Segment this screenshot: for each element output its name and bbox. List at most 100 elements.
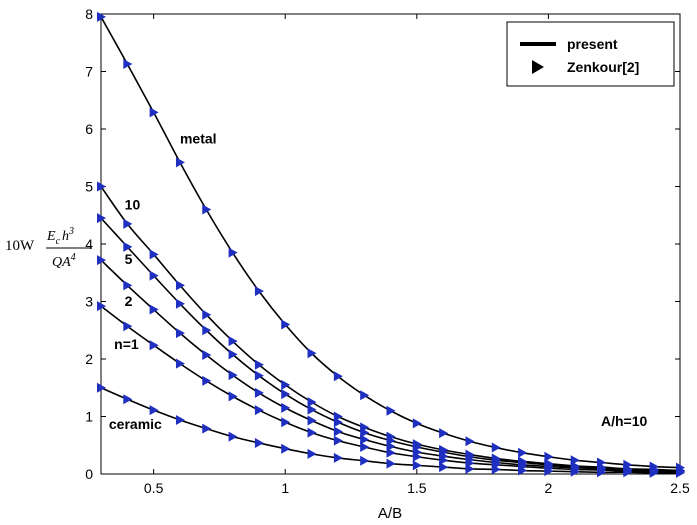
data-point-marker xyxy=(518,447,528,458)
series-markers xyxy=(97,11,685,478)
data-point-marker xyxy=(149,304,159,315)
data-point-marker xyxy=(149,107,159,118)
data-point-marker xyxy=(175,280,185,291)
data-point-marker xyxy=(97,301,106,312)
y-tick-label: 4 xyxy=(85,236,93,252)
data-point-marker xyxy=(254,286,264,297)
svg-text:QA4: QA4 xyxy=(52,252,76,270)
data-point-marker xyxy=(202,309,212,320)
series-label: 2 xyxy=(125,293,133,309)
data-point-marker xyxy=(281,389,291,400)
data-point-marker xyxy=(254,405,264,416)
data-point-marker xyxy=(254,359,264,370)
y-tick-label: 5 xyxy=(85,179,93,195)
y-axis-label: 10W Ec h3 QA4 xyxy=(5,226,92,270)
x-axis-label: A/B xyxy=(378,505,402,522)
data-point-marker xyxy=(439,462,449,473)
y-tick-label: 1 xyxy=(85,409,93,425)
data-point-marker xyxy=(386,458,396,469)
y-tick-label: 3 xyxy=(85,294,93,310)
data-point-marker xyxy=(228,247,238,258)
data-point-marker xyxy=(202,325,212,336)
data-point-marker xyxy=(649,467,659,478)
data-point-marker xyxy=(465,436,475,447)
y-label-prefix: 10W xyxy=(5,238,35,254)
legend-triangle-swatch xyxy=(532,60,544,74)
data-point-marker xyxy=(360,427,370,438)
data-point-marker xyxy=(360,455,370,466)
data-point-marker xyxy=(597,467,607,478)
data-point-marker xyxy=(175,157,185,168)
series-label: 5 xyxy=(125,251,133,267)
data-point-marker xyxy=(307,348,317,359)
x-tick-label: 2.5 xyxy=(670,480,690,496)
plot-area xyxy=(100,13,681,475)
x-tick-labels: 0.5 1 1.5 2 2.5 xyxy=(144,480,690,496)
data-point-marker xyxy=(333,371,343,382)
data-point-marker xyxy=(149,405,159,416)
legend-label-zenkour: Zenkour[2] xyxy=(567,59,639,75)
x-tick-label: 1.5 xyxy=(407,480,427,496)
data-point-marker xyxy=(333,417,343,428)
data-point-marker xyxy=(123,241,133,252)
data-point-marker xyxy=(254,437,264,448)
series-label: n=1 xyxy=(114,336,139,352)
data-point-marker xyxy=(333,435,343,446)
data-point-marker xyxy=(281,417,291,428)
data-point-marker xyxy=(360,441,370,452)
y-tick-labels: 0 1 2 3 4 5 6 7 8 xyxy=(85,6,93,482)
data-point-marker xyxy=(307,427,317,438)
legend-label-present: present xyxy=(567,36,618,52)
data-point-marker xyxy=(412,460,422,471)
data-point-marker xyxy=(281,443,291,454)
data-point-marker xyxy=(544,451,554,462)
data-point-marker xyxy=(544,466,554,477)
data-point-marker xyxy=(149,249,159,260)
y-tick-label: 2 xyxy=(85,351,93,367)
y-label-numerator-rest: h xyxy=(62,229,69,244)
data-point-marker xyxy=(97,11,106,22)
data-point-marker xyxy=(228,336,238,347)
y-label-denominator-sup: 4 xyxy=(71,252,76,263)
data-point-marker xyxy=(465,463,475,474)
data-point-marker xyxy=(228,431,238,442)
data-point-marker xyxy=(386,447,396,458)
data-point-marker xyxy=(97,213,106,224)
data-point-marker xyxy=(307,404,317,415)
data-point-marker xyxy=(228,370,238,381)
data-point-marker xyxy=(676,467,685,478)
y-tick-label: 0 xyxy=(85,466,93,482)
data-point-marker xyxy=(228,391,238,402)
data-point-marker xyxy=(491,464,501,475)
series-label: 10 xyxy=(125,197,141,213)
data-point-marker xyxy=(202,423,212,434)
y-label-numerator: E xyxy=(46,229,56,244)
data-point-marker xyxy=(254,387,264,398)
data-point-marker xyxy=(386,405,396,416)
data-point-marker xyxy=(281,319,291,330)
data-point-marker xyxy=(123,59,133,70)
data-point-marker xyxy=(307,415,317,426)
series-labels: metal 10 5 2 n=1 ceramic xyxy=(109,130,217,432)
data-point-marker xyxy=(202,204,212,215)
data-point-marker xyxy=(360,390,370,401)
x-tick-label: 2 xyxy=(545,480,553,496)
data-point-marker xyxy=(307,448,317,459)
y-tick-label: 6 xyxy=(85,121,93,137)
legend-box xyxy=(506,21,675,87)
data-point-marker xyxy=(149,340,159,351)
data-point-marker xyxy=(175,328,185,339)
data-point-marker xyxy=(281,402,291,413)
data-point-marker xyxy=(97,255,106,266)
annotation-aspect-ratio: A/h=10 xyxy=(601,413,648,429)
data-point-marker xyxy=(123,218,133,229)
data-point-marker xyxy=(518,465,528,476)
legend: present Zenkour[2] xyxy=(506,21,675,87)
data-point-marker xyxy=(333,452,343,463)
data-point-marker xyxy=(281,379,291,390)
data-point-marker xyxy=(97,181,106,192)
data-point-marker xyxy=(149,270,159,281)
data-point-marker xyxy=(439,455,449,466)
